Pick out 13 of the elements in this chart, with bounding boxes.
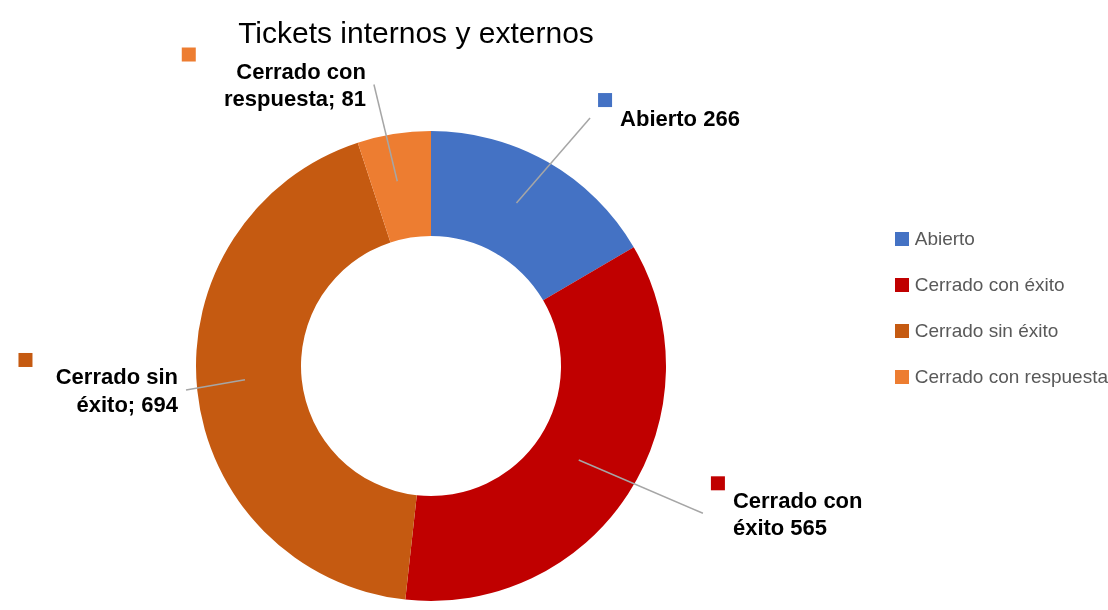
data-label: Cerrado con respuesta; 81 <box>224 58 366 111</box>
chart-title: Tickets internos y externos <box>237 16 595 50</box>
data-label: Cerrado con éxito 565 <box>732 487 863 540</box>
legend-label: Cerrado con éxito <box>914 273 1065 297</box>
legend-label: Abierto <box>914 227 975 251</box>
donut-slice <box>405 247 666 601</box>
legend-label: Cerrado con respuesta <box>914 365 1108 389</box>
data-label: Cerrado sin éxito; 694 <box>55 363 179 417</box>
donut-slice <box>431 131 634 301</box>
donut-slice <box>196 142 417 600</box>
donut-slice <box>357 131 431 243</box>
data-label: Abierto 266 <box>620 105 740 131</box>
legend-label: Cerrado sin éxito <box>914 319 1059 343</box>
